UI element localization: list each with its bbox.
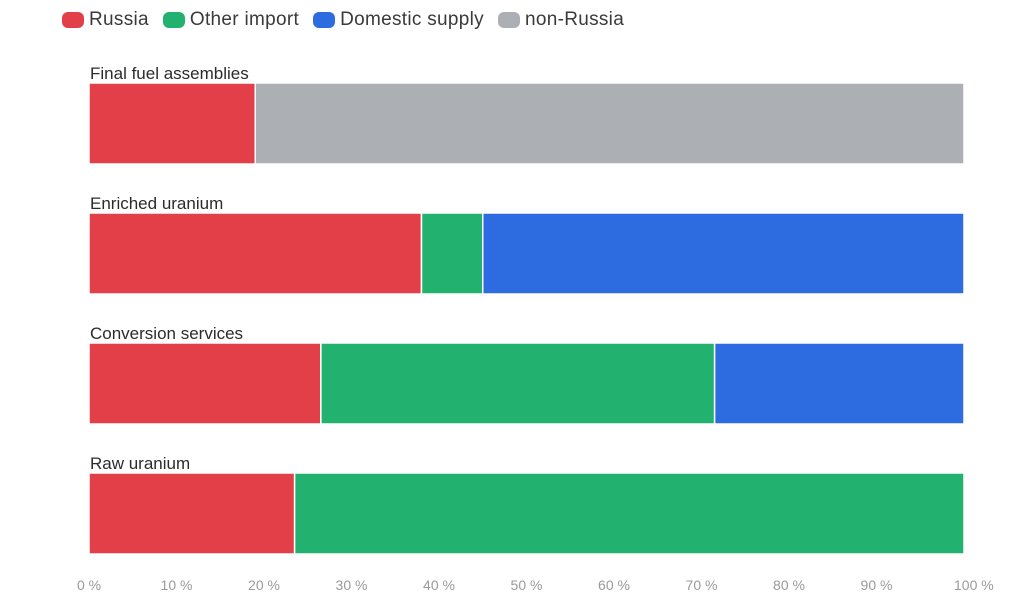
x-tick-label: 40 %: [423, 577, 455, 593]
bar-segment: [88, 472, 296, 555]
legend: Russia Other import Domestic supply non-Rus…: [62, 6, 624, 34]
bar-segment: [482, 212, 965, 295]
bar-segment: [254, 82, 965, 165]
bar-segment: [88, 82, 256, 165]
legend-swatch: [313, 12, 336, 28]
x-tick-label: 90 %: [861, 577, 893, 593]
legend-item: non-Russia: [497, 9, 625, 31]
category-label: Raw uranium: [90, 454, 190, 473]
x-tick-label: 20 %: [248, 577, 280, 593]
legend-item: Domestic supply: [313, 9, 484, 31]
x-tick-label: 10 %: [161, 577, 193, 593]
legend-swatch: [62, 12, 84, 28]
legend-swatch: [497, 12, 520, 28]
legend-label: Other import: [189, 9, 300, 30]
category-label: Final fuel assemblies: [90, 64, 249, 83]
legend-item: Other import: [162, 9, 300, 31]
bar-segment: [88, 212, 423, 295]
x-tick-label: 50 %: [511, 577, 543, 593]
legend-label: Domestic supply: [340, 9, 484, 30]
x-tick-label: 100 %: [954, 577, 994, 593]
category-label: Conversion services: [90, 324, 243, 343]
legend-swatch: [162, 12, 185, 28]
legend-label: Russia: [89, 9, 149, 30]
x-tick-label: 30 %: [336, 577, 368, 593]
legend-label: non-Russia: [524, 9, 625, 30]
bar-segment: [420, 212, 484, 295]
bar-segment: [293, 472, 965, 555]
legend-item: Russia: [62, 9, 149, 31]
x-tick-label: 0 %: [77, 577, 101, 593]
bar-segment: [320, 342, 716, 425]
category-label: Enriched uranium: [90, 194, 223, 213]
bar-segment: [713, 342, 965, 425]
x-tick-label: 80 %: [773, 577, 805, 593]
x-tick-label: 70 %: [686, 577, 718, 593]
x-tick-label: 60 %: [598, 577, 630, 593]
bar-segment: [88, 342, 322, 425]
